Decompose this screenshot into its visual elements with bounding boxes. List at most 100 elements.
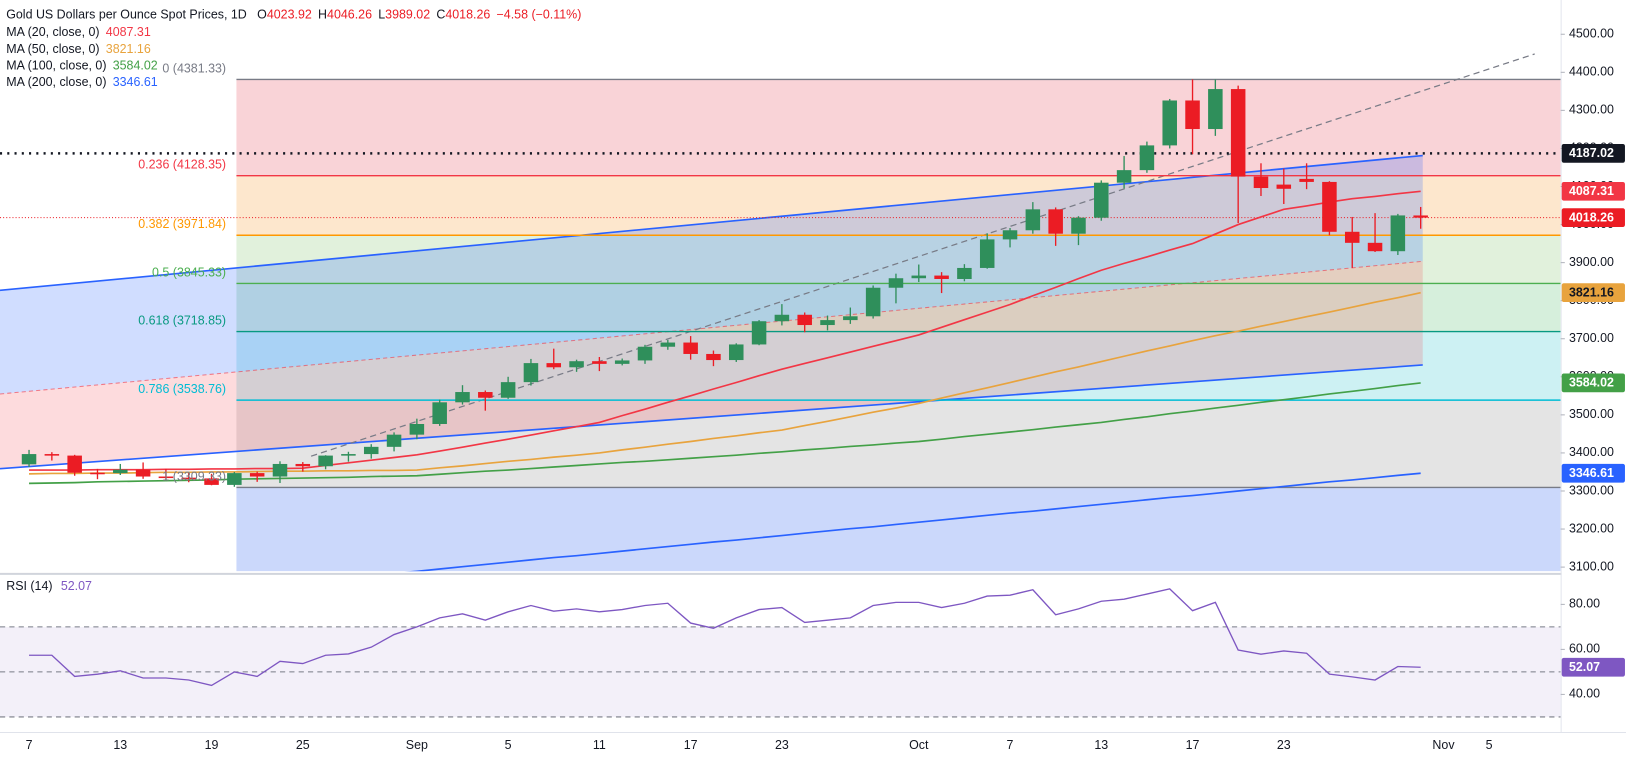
fib-zone	[236, 331, 1561, 401]
price-badges: 4187.02 4087.31 3821.16 3584.02 3346.61 4018.…	[1561, 144, 1625, 677]
candle-body	[44, 454, 60, 456]
price-badge	[1561, 657, 1625, 677]
candle-body	[363, 446, 379, 455]
y-tick-label: 3200.00	[1569, 521, 1614, 535]
candle-body	[1299, 178, 1314, 182]
legend-value: 3584.02	[113, 59, 158, 73]
moving-average-line	[29, 190, 1421, 471]
candle-body	[1390, 215, 1406, 252]
price-badge	[1561, 373, 1625, 393]
price-badge-label: 3346.61	[1569, 466, 1614, 480]
price-badge-label: 3821.16	[1569, 285, 1614, 299]
legend-value: 4087.31	[106, 25, 151, 39]
candle-body	[592, 361, 607, 364]
y-tick-label: 4300.00	[1569, 103, 1614, 117]
legend-entry: MA (20, close, 0) 4087.31	[6, 25, 151, 39]
fib-label: 1 (3309.33)	[162, 469, 226, 483]
candle-body	[1025, 209, 1041, 231]
price-badge-label: 4018.26	[1569, 210, 1614, 224]
candles	[21, 79, 1428, 487]
fib-zone	[236, 283, 1561, 332]
rsi-name: RSI (14)	[6, 579, 52, 593]
chart-title: Gold US Dollars per Ounce Spot Prices, 1…	[6, 8, 247, 22]
header: Gold US Dollars per Ounce Spot Prices, 1…	[6, 8, 581, 22]
channel-top	[0, 154, 1423, 292]
y-tick-label: 4400.00	[1569, 65, 1614, 79]
y-tick-label: 3900.00	[1569, 255, 1614, 269]
x-tick-label: 23	[1277, 738, 1291, 752]
candle-body	[272, 463, 288, 477]
rsi-y-tick-label: 80.00	[1569, 597, 1600, 611]
price-badge	[1561, 283, 1625, 302]
candle-body	[934, 275, 949, 279]
y-tick-label: 3100.00	[1569, 559, 1614, 573]
fib-zone	[236, 235, 1561, 284]
legend-name: MA (200, close, 0)	[6, 75, 106, 89]
ohlc-value: 3989.02	[385, 8, 430, 22]
candle-body	[409, 423, 425, 435]
x-tick-label: 5	[505, 738, 512, 752]
candle-body	[67, 455, 82, 473]
price-axis-bg	[1561, 0, 1626, 733]
price-badge-label: 52.07	[1569, 660, 1600, 674]
candle-body	[295, 463, 311, 467]
ohlc-value: 4018.26	[445, 8, 490, 22]
candle-body	[614, 360, 630, 364]
candle-body	[979, 239, 995, 268]
rsi-legend: RSI (14) 52.07	[6, 579, 92, 593]
x-tick-label: 13	[113, 738, 127, 752]
legend-value: 3346.61	[113, 75, 158, 89]
legend-entry: MA (50, close, 0) 3821.16	[6, 42, 151, 56]
ohlc-value: 4023.92	[267, 8, 312, 22]
x-tick-label: 19	[205, 738, 219, 752]
candle-body	[181, 477, 196, 480]
candle-body	[227, 473, 242, 485]
x-tick-label: Sep	[406, 738, 428, 752]
rsi-y-tick-label: 60.00	[1569, 642, 1600, 656]
candle-body	[706, 353, 721, 361]
candle-body	[774, 314, 790, 322]
candle-body	[888, 278, 904, 288]
ohlc-prefix: O	[257, 8, 267, 22]
fib-label: 0.618 (3718.85)	[138, 313, 226, 327]
x-tick-label: 23	[775, 738, 789, 752]
price-badge	[1561, 463, 1625, 483]
axes: 4500.004400.004300.004200.004100.004000.…	[26, 0, 1626, 752]
labels: 0 (4381.33) 0.236 (4128.35) 0.382 (3971.84…	[138, 61, 226, 483]
channel-bottom	[0, 364, 1423, 470]
rsi-line	[29, 588, 1421, 687]
candle-body	[546, 363, 562, 368]
candle-body	[1048, 209, 1063, 234]
fib-zone	[236, 79, 1561, 176]
candle-body	[1230, 89, 1246, 177]
fib-label: 0 (4381.33)	[162, 61, 226, 75]
candle-body	[386, 434, 402, 447]
candle-body	[432, 402, 447, 424]
moving-average-line	[406, 472, 1421, 572]
candle-body	[21, 454, 37, 465]
price-badge	[1561, 181, 1625, 201]
candle-body	[1116, 170, 1132, 183]
fib-zone	[236, 487, 1561, 572]
candle-body	[1344, 231, 1360, 243]
price-badge-label: 4187.02	[1569, 146, 1614, 160]
price-badge	[1561, 208, 1625, 227]
x-tick-label: 7	[26, 738, 33, 752]
y-tick-label: 3700.00	[1569, 331, 1614, 345]
ohlc-row: O4023.92 H4046.26 L3989.02 C4018.26 −4.58 (−…	[257, 8, 581, 22]
ohlc-value: 4046.26	[327, 8, 372, 22]
candle-body	[455, 392, 470, 403]
x-tick-label: 11	[593, 738, 606, 752]
candle-body	[90, 472, 105, 475]
y-tick-label: 4500.00	[1569, 27, 1614, 41]
price-badge-label: 3584.02	[1569, 376, 1614, 390]
legend-entry: MA (200, close, 0) 3346.61	[6, 75, 158, 89]
candle-body	[249, 473, 265, 477]
candle-body	[1185, 100, 1200, 130]
candle-body	[204, 478, 219, 485]
candle-body	[660, 342, 676, 347]
legend-name: MA (100, close, 0)	[6, 59, 106, 73]
candle-body	[1208, 89, 1223, 130]
candle-body	[797, 314, 812, 326]
